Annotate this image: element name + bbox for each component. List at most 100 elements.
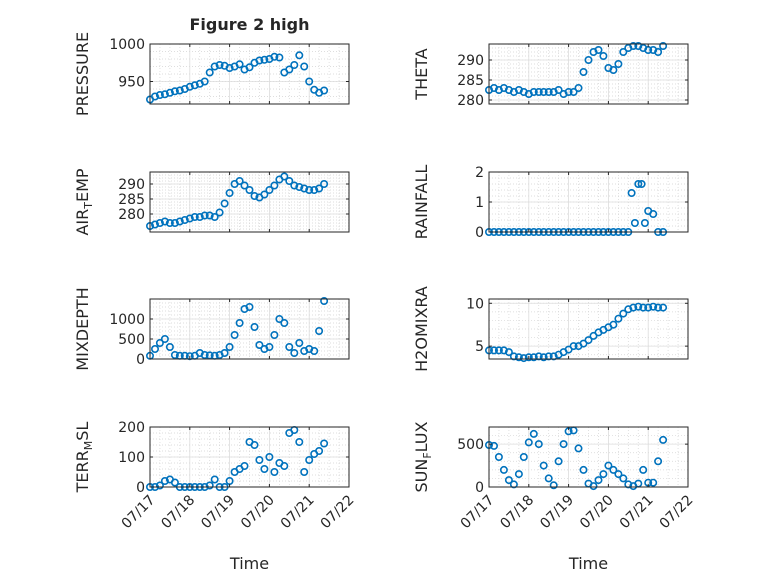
data-point [295,437,304,446]
data-point [200,350,209,359]
y-axis-label: TERRMSL [73,422,95,494]
data-point [240,461,249,470]
y-axis-label: PRESSURE [73,32,92,116]
y-tick-label: 0 [475,480,484,496]
data-point [250,322,259,331]
x-axis-label: Time [229,554,269,573]
data-point [265,342,274,351]
data-point [260,55,269,64]
data-point [529,353,538,362]
data-point [509,480,518,489]
data-point [210,62,219,71]
data-point [504,476,513,485]
data-point [220,348,229,357]
y-tick-label: 1000 [109,37,145,53]
data-point [215,208,224,217]
data-point [165,88,174,97]
data-point [634,180,643,189]
y-axis-label: THETA [412,48,431,100]
data-point [160,90,169,99]
data-point [544,88,553,97]
data-point [315,184,324,193]
data-point [639,303,648,312]
y-tick-label: 0 [136,352,145,368]
data-point [599,470,608,479]
data-point [275,53,284,62]
data-point [170,87,179,96]
x-tick-label: 07/21 [278,492,318,532]
data-point [659,435,668,444]
data-point [245,186,254,195]
data-point [260,190,269,199]
series-markers [146,172,329,231]
x-tick-label: 07/17 [458,492,498,532]
data-point [579,68,588,77]
grid [149,43,350,105]
data-point [494,346,503,355]
data-point [155,338,164,347]
x-tick-label: 07/19 [198,492,238,532]
data-point [300,467,309,476]
data-point [519,452,528,461]
data-point [270,330,279,339]
data-point [190,81,199,90]
data-point [504,348,513,357]
data-point [295,183,304,192]
series-markers [484,41,668,99]
y-axis-label: SUNFLUX [412,421,434,492]
data-point [589,482,598,491]
data-point [210,475,219,484]
data-point [599,51,608,60]
data-point [649,478,658,487]
data-point [170,478,179,487]
data-point [275,314,284,323]
data-point [175,86,184,95]
x-tick-label: 07/19 [537,492,577,532]
data-point [200,77,209,86]
axes-box [488,426,689,488]
data-point [614,470,623,479]
data-point [165,219,174,228]
data-point [155,481,164,490]
data-point [250,440,259,449]
axes-box [149,171,350,233]
data-point [584,55,593,64]
data-point [594,45,603,54]
data-point [205,481,214,490]
data-point [265,186,274,195]
data-point [295,338,304,347]
y-tick-label: 2 [475,165,484,181]
y-tick-label: 280 [118,207,145,223]
y-tick-label: 950 [118,75,145,91]
data-point [225,189,234,198]
data-point [529,429,538,438]
x-tick-label: 07/20 [238,492,278,532]
data-point [654,47,663,56]
y-axis-label: MIXDEPTH [73,287,92,370]
data-point [634,302,643,311]
x-tick-label: 07/20 [577,492,617,532]
data-point [315,326,324,335]
data-point [205,68,214,77]
data-point [524,353,533,362]
data-point [609,320,618,329]
data-point [654,457,663,466]
subplot-sun-flux: 0 500 07/17 07/18 07/19 07/20 07/21 07/22 Time SU… [412,421,696,573]
x-tick-label: 07/18 [497,492,537,532]
data-point [170,350,179,359]
data-point [185,82,194,91]
y-tick-label: 280 [457,93,484,109]
data-point [604,461,613,470]
data-point [205,211,214,220]
data-point [609,66,618,75]
data-point [235,60,244,69]
data-point [320,439,329,448]
data-point [629,41,638,50]
data-point [285,177,294,186]
y-tick-label: 285 [457,73,484,89]
subplot-rainfall: 0 1 2 RAINFALL [412,165,689,241]
subplot-theta: 280 285 290 THETA [412,41,689,109]
data-point [270,467,279,476]
data-point [559,440,568,449]
